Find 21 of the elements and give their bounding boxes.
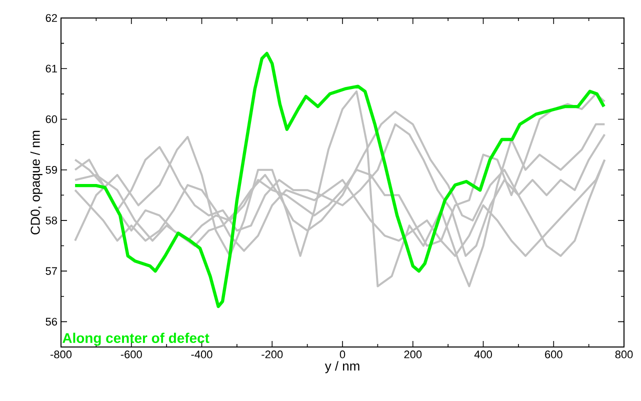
series-label: Along center of defect (62, 332, 210, 346)
x-tick-label: 200 (404, 350, 422, 358)
x-tick-label: 0 (340, 350, 346, 358)
x-tick-label: 800 (615, 350, 633, 358)
x-tick-label: -400 (191, 350, 212, 358)
y-tick-label: 58 (46, 216, 57, 224)
x-tick-label: 600 (545, 350, 562, 358)
x-tick-label: -600 (120, 350, 142, 358)
y-tick-label: 57 (46, 267, 57, 275)
x-tick-label: -800 (50, 350, 72, 358)
y-tick-label: 59 (46, 166, 57, 174)
y-tick-label: 61 (46, 64, 57, 72)
line-series (74, 90, 606, 288)
x-tick-label: 400 (474, 350, 492, 358)
y-tick-label: 60 (46, 115, 58, 124)
x-tick-label: -200 (262, 350, 283, 358)
y-tick-label: 62 (46, 14, 57, 22)
x-axis-title: y / nm (324, 361, 360, 374)
y-tick-label: 56 (46, 318, 57, 326)
y-axis-title: CD0, opaque / nm (30, 130, 42, 234)
line-series (73, 52, 606, 308)
